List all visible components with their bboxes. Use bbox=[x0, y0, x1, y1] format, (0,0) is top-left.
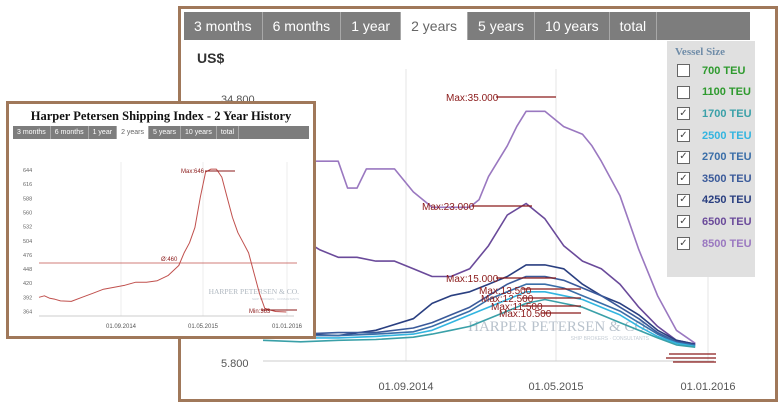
big-series-group bbox=[262, 110, 696, 348]
tab-5-years[interactable]: 5 years bbox=[149, 126, 181, 139]
legend-item-2500-teu[interactable]: ✓ 2500 TEU bbox=[667, 125, 755, 147]
tab-5-years[interactable]: 5 years bbox=[468, 12, 535, 40]
legend-item-6500-teu[interactable]: ✓ 6500 TEU bbox=[667, 211, 755, 233]
vessel-size-legend: Vessel Size 700 TEU 1100 TEU ✓ 1700 TEU ✓ 250… bbox=[667, 41, 755, 277]
tab-10-years[interactable]: 10 years bbox=[181, 126, 217, 139]
legend-label: 1100 TEU bbox=[702, 86, 751, 99]
x-tick-label: 01.05.2015 bbox=[528, 381, 583, 393]
watermark-logo: HARPER PETERSEN & CO. bbox=[209, 287, 300, 296]
y-tick-label: 644 bbox=[23, 168, 32, 174]
legend-label: 3500 TEU bbox=[702, 172, 752, 185]
tab-3-months[interactable]: 3 months bbox=[13, 126, 51, 139]
y-tick-label: 616 bbox=[23, 182, 32, 188]
small-index-chart-frame: Harper Petersen Shipping Index - 2 Year … bbox=[6, 101, 316, 339]
legend-checkbox[interactable] bbox=[677, 85, 690, 99]
tab-2-years[interactable]: 2 years bbox=[401, 12, 469, 40]
legend-checkbox[interactable]: ✓ bbox=[677, 237, 690, 251]
max-annotation: Max:35.000 bbox=[446, 93, 499, 104]
y-tick-label: 420 bbox=[23, 281, 32, 287]
x-tick-label: 01.09.2014 bbox=[106, 324, 137, 330]
max-annotation: Max:12.500 bbox=[481, 294, 534, 305]
small-y-ticks: 644 616 588 560 532 504 476 448 420 392 364 bbox=[23, 168, 32, 315]
series-line-2500-teu bbox=[262, 290, 696, 348]
max-annotation: Max:13.500 bbox=[479, 286, 532, 297]
y-tick-label: 448 bbox=[23, 267, 32, 273]
average-label: Ø:460 bbox=[161, 257, 178, 263]
y-tick-label: 504 bbox=[23, 239, 32, 245]
legend-label: 2700 TEU bbox=[702, 151, 752, 164]
watermark-logo: HARPER PETERSEN & CO. bbox=[468, 319, 649, 335]
tab-3-months[interactable]: 3 months bbox=[184, 12, 263, 40]
tab-10-years[interactable]: 10 years bbox=[535, 12, 610, 40]
legend-title: Vessel Size bbox=[675, 46, 726, 58]
max-annotation: Max:10.500 bbox=[499, 309, 552, 320]
big-chart-plot: 34.800 5.800 01.09.2014 01.05.2015 01.01… bbox=[221, 69, 736, 393]
series-line-6500-teu bbox=[262, 202, 696, 345]
y-tick-label: 588 bbox=[23, 196, 32, 202]
legend-label: 6500 TEU bbox=[702, 215, 752, 228]
series-line-8500-teu bbox=[263, 110, 696, 344]
legend-item-1700-teu[interactable]: ✓ 1700 TEU bbox=[667, 103, 755, 125]
x-tick-label: 01.09.2014 bbox=[378, 381, 433, 393]
y-tick-label: 364 bbox=[23, 310, 32, 316]
x-tick-label: 01.01.2016 bbox=[680, 381, 735, 393]
y-tick-label: 560 bbox=[23, 211, 32, 217]
min-annotation: Min:363 bbox=[249, 309, 271, 315]
legend-label: 1700 TEU bbox=[702, 107, 752, 120]
legend-checkbox[interactable]: ✓ bbox=[677, 107, 690, 121]
max-annotation: Max:11.500 bbox=[491, 302, 543, 313]
legend-item-8500-teu[interactable]: ✓ 8500 TEU bbox=[667, 233, 755, 255]
legend-label: 700 TEU bbox=[702, 64, 746, 77]
series-line-3500-teu bbox=[262, 275, 696, 346]
legend-item-700-teu[interactable]: 700 TEU bbox=[667, 60, 755, 82]
small-series-group bbox=[38, 168, 287, 313]
series-line-4250-teu bbox=[262, 264, 696, 345]
watermark-subtitle: SHIP BROKERS · CONSULTANTS bbox=[252, 297, 299, 301]
small-chart-plot: 644 616 588 560 532 504 476 448 420 392 364 01.09.… bbox=[23, 162, 303, 330]
legend-item-3500-teu[interactable]: ✓ 3500 TEU bbox=[667, 168, 755, 190]
legend-checkbox[interactable]: ✓ bbox=[677, 150, 690, 164]
tab-1-year[interactable]: 1 year bbox=[89, 126, 118, 139]
index-series-line bbox=[38, 168, 287, 313]
tab-total[interactable]: total bbox=[610, 12, 658, 40]
tab-total[interactable]: total bbox=[217, 126, 240, 139]
x-tick-label: 01.05.2015 bbox=[188, 324, 219, 330]
legend-label: 4250 TEU bbox=[702, 194, 752, 207]
tab-1-year[interactable]: 1 year bbox=[341, 12, 402, 40]
legend-list: 700 TEU 1100 TEU ✓ 1700 TEU ✓ 2500 TEU ✓ 2700 T… bbox=[667, 60, 755, 254]
legend-item-4250-teu[interactable]: ✓ 4250 TEU bbox=[667, 190, 755, 212]
y-tick-label: 532 bbox=[23, 225, 32, 231]
legend-label: 2500 TEU bbox=[702, 129, 752, 142]
y-unit-label: US$ bbox=[197, 50, 225, 66]
max-annotation: Max:646 bbox=[181, 169, 205, 175]
legend-checkbox[interactable] bbox=[677, 64, 690, 78]
watermark-subtitle: SHIP BROKERS · CONSULTANTS bbox=[571, 336, 650, 342]
legend-item-2700-teu[interactable]: ✓ 2700 TEU bbox=[667, 146, 755, 168]
small-period-tabbar: 3 months 6 months 1 year 2 years 5 years… bbox=[13, 126, 309, 139]
y-tick-label: 392 bbox=[23, 295, 32, 301]
tab-6-months[interactable]: 6 months bbox=[263, 12, 342, 40]
legend-checkbox[interactable]: ✓ bbox=[677, 215, 690, 229]
max-annotation: Max:15.000 bbox=[446, 274, 499, 285]
series-line-2700-teu bbox=[262, 283, 696, 347]
y-tick-label: 5.800 bbox=[221, 358, 249, 370]
x-tick-label: 01.01.2016 bbox=[272, 324, 303, 330]
tab-2-years[interactable]: 2 years bbox=[117, 126, 150, 139]
tab-6-months[interactable]: 6 months bbox=[51, 126, 89, 139]
legend-checkbox[interactable]: ✓ bbox=[677, 172, 690, 186]
series-line-1700-teu bbox=[262, 298, 696, 348]
legend-checkbox[interactable]: ✓ bbox=[677, 129, 690, 143]
max-annotation: Max:23.000 bbox=[422, 202, 475, 213]
legend-checkbox[interactable]: ✓ bbox=[677, 193, 690, 207]
y-tick-label: 476 bbox=[23, 253, 32, 259]
big-period-tabbar: 3 months 6 months 1 year 2 years 5 years… bbox=[184, 12, 750, 40]
small-chart-title: Harper Petersen Shipping Index - 2 Year … bbox=[30, 109, 292, 123]
legend-label: 8500 TEU bbox=[702, 237, 752, 250]
legend-item-1100-teu[interactable]: 1100 TEU bbox=[667, 82, 755, 104]
